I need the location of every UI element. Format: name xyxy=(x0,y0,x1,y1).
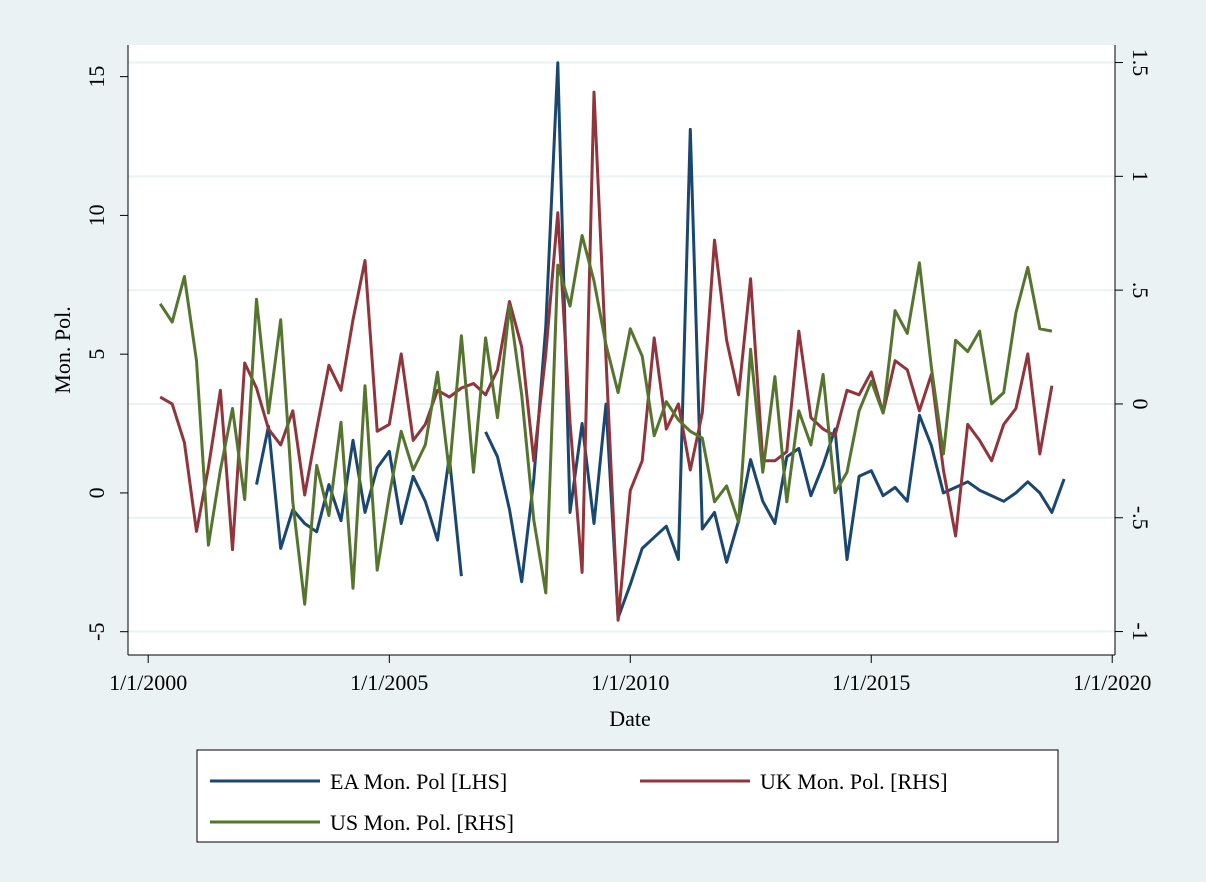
x-tick-label: 1/1/2020 xyxy=(1073,670,1151,695)
legend-label: EA Mon. Pol [LHS] xyxy=(330,769,507,794)
y2-tick-label: 0 xyxy=(1128,398,1153,409)
y2-tick-label: .5 xyxy=(1128,282,1153,299)
x-tick-label: 1/1/2000 xyxy=(109,670,187,695)
legend-label: UK Mon. Pol. [RHS] xyxy=(760,769,948,794)
legend-label: US Mon. Pol. [RHS] xyxy=(330,810,514,835)
x-tick-label: 1/1/2010 xyxy=(591,670,669,695)
series-line xyxy=(159,90,1054,622)
y-tick-label: 0 xyxy=(84,487,109,498)
series-line xyxy=(158,234,1053,606)
y2-tick-label: 1 xyxy=(1128,171,1153,182)
y-tick-label: 10 xyxy=(84,204,109,226)
y2-tick-label: -.5 xyxy=(1128,506,1153,530)
x-axis-title: Date xyxy=(609,706,651,731)
x-tick-label: 1/1/2015 xyxy=(832,670,910,695)
y2-tick-label: -1 xyxy=(1128,622,1153,640)
y2-tick-label: 1.5 xyxy=(1128,49,1153,77)
legend xyxy=(196,749,1059,843)
x-tick-label: 1/1/2005 xyxy=(350,670,428,695)
y-tick-label: 15 xyxy=(84,66,109,88)
y-axis-title: Mon. Pol. xyxy=(50,306,75,393)
y-tick-label: -5 xyxy=(84,623,109,641)
y-tick-label: 5 xyxy=(84,349,109,360)
plot-area xyxy=(128,45,1115,655)
